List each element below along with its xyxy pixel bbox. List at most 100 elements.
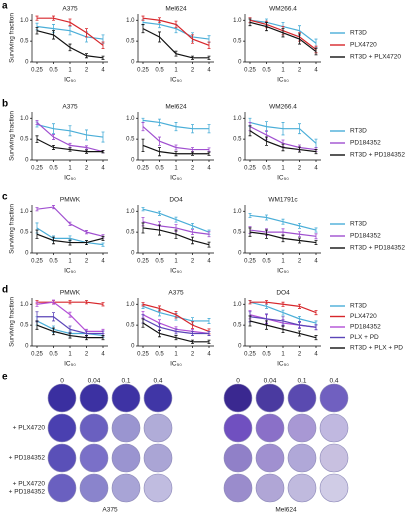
error-bar <box>207 330 211 336</box>
error-bar <box>68 239 72 246</box>
chart-title: WM266.4 <box>269 104 297 111</box>
y-tick-label: 0 <box>25 158 29 164</box>
x-tick-label: 1 <box>281 352 285 358</box>
legend-label: RT3D + PLX + PD <box>350 345 403 352</box>
x-tick-label: 2 <box>191 166 195 172</box>
x-tick-label: 0.5 <box>49 166 58 172</box>
error-bar <box>248 227 252 237</box>
error-bar <box>35 229 39 239</box>
x-tick-label: 4 <box>314 352 318 358</box>
error-bar <box>158 305 161 312</box>
y-tick-label: 0 <box>25 251 29 257</box>
error-bar <box>35 15 39 21</box>
error-bar <box>85 129 88 141</box>
x-axis-label: IC₅₀ <box>277 175 289 182</box>
error-bar <box>314 233 318 240</box>
error-bar <box>85 240 88 246</box>
error-bar <box>174 328 178 335</box>
y-tick-label: 0 <box>131 60 135 66</box>
x-tick-label: 1 <box>68 166 72 172</box>
error-bar <box>35 301 39 307</box>
error-bar <box>35 26 39 35</box>
y-axis-label: Surviving fraction <box>9 204 16 254</box>
x-tick-label: 2 <box>298 166 302 172</box>
x-tick-label: 2 <box>85 259 89 265</box>
x-tick-label: 4 <box>101 68 105 74</box>
error-bar <box>314 310 318 316</box>
error-bar <box>174 144 178 151</box>
error-bar <box>158 147 161 157</box>
chart-title: PMWK <box>60 290 81 297</box>
well <box>111 473 141 503</box>
x-axis-label: IC₅₀ <box>64 361 76 368</box>
well <box>47 443 77 473</box>
well <box>223 413 253 443</box>
concentration-label: 0.04 <box>264 378 277 385</box>
error-bar <box>85 335 88 341</box>
legend-label: PD184352 <box>350 324 381 331</box>
well <box>143 443 173 473</box>
legend-label: RT3D <box>350 221 367 228</box>
well <box>319 473 349 503</box>
y-tick-label: 0 <box>238 251 242 257</box>
well <box>255 473 285 503</box>
error-bar <box>298 33 301 45</box>
well <box>143 383 173 413</box>
chart-title: DO4 <box>169 197 183 204</box>
error-bar <box>191 151 194 156</box>
error-bar <box>141 222 145 234</box>
panel-letter: e <box>2 372 8 383</box>
error-bar <box>207 318 211 324</box>
x-tick-label: 4 <box>207 259 211 265</box>
error-bar <box>314 324 318 331</box>
x-tick-label: 1 <box>174 259 178 265</box>
y-axis-label: Surviving fraction <box>9 297 16 347</box>
x-tick-label: 4 <box>101 259 105 265</box>
x-tick-label: 0.25 <box>137 352 149 358</box>
x-tick-label: 0.25 <box>31 68 43 74</box>
error-bar <box>314 227 318 233</box>
error-bar <box>191 339 194 344</box>
x-axis-label: IC₅₀ <box>170 361 182 368</box>
error-bar <box>207 147 211 152</box>
error-bar <box>298 303 301 309</box>
error-bar <box>207 41 211 50</box>
well <box>79 473 109 503</box>
x-axis-label: IC₅₀ <box>277 77 289 84</box>
x-tick-label: 4 <box>101 166 105 172</box>
well <box>111 443 141 473</box>
error-bar <box>52 30 55 40</box>
error-bar <box>191 330 194 336</box>
error-bar <box>68 311 72 318</box>
panel-letter: c <box>2 192 8 203</box>
x-tick-label: 4 <box>207 352 211 358</box>
error-bar <box>174 50 178 57</box>
y-tick-label: 0.5 <box>233 39 242 45</box>
y-tick-label: 1.0 <box>233 209 242 215</box>
x-tick-label: 0.25 <box>137 259 149 265</box>
panel-letter: d <box>2 285 8 296</box>
chart-title: PMWK <box>60 197 81 204</box>
y-tick-label: 0.5 <box>126 39 135 45</box>
panel-letter: a <box>2 1 8 12</box>
error-bar <box>174 310 178 319</box>
chart-title: A375 <box>62 6 78 13</box>
error-bar <box>174 20 178 29</box>
legend-label: RT3D + PD184352 <box>350 152 405 159</box>
y-tick-label: 1.0 <box>20 18 29 24</box>
x-tick-label: 0.25 <box>244 352 256 358</box>
error-bar <box>68 300 72 305</box>
error-bar <box>298 231 301 238</box>
x-tick-label: 2 <box>85 166 89 172</box>
x-tick-label: 0.5 <box>49 68 58 74</box>
error-bar <box>101 302 105 307</box>
concentration-label: 0.1 <box>297 378 306 385</box>
error-bar <box>85 145 88 150</box>
chart-title: Mel624 <box>165 6 187 13</box>
error-bar <box>85 230 88 235</box>
x-tick-label: 4 <box>101 352 105 358</box>
error-bar <box>68 43 72 52</box>
x-tick-label: 1 <box>281 166 285 172</box>
error-bar <box>68 147 72 152</box>
